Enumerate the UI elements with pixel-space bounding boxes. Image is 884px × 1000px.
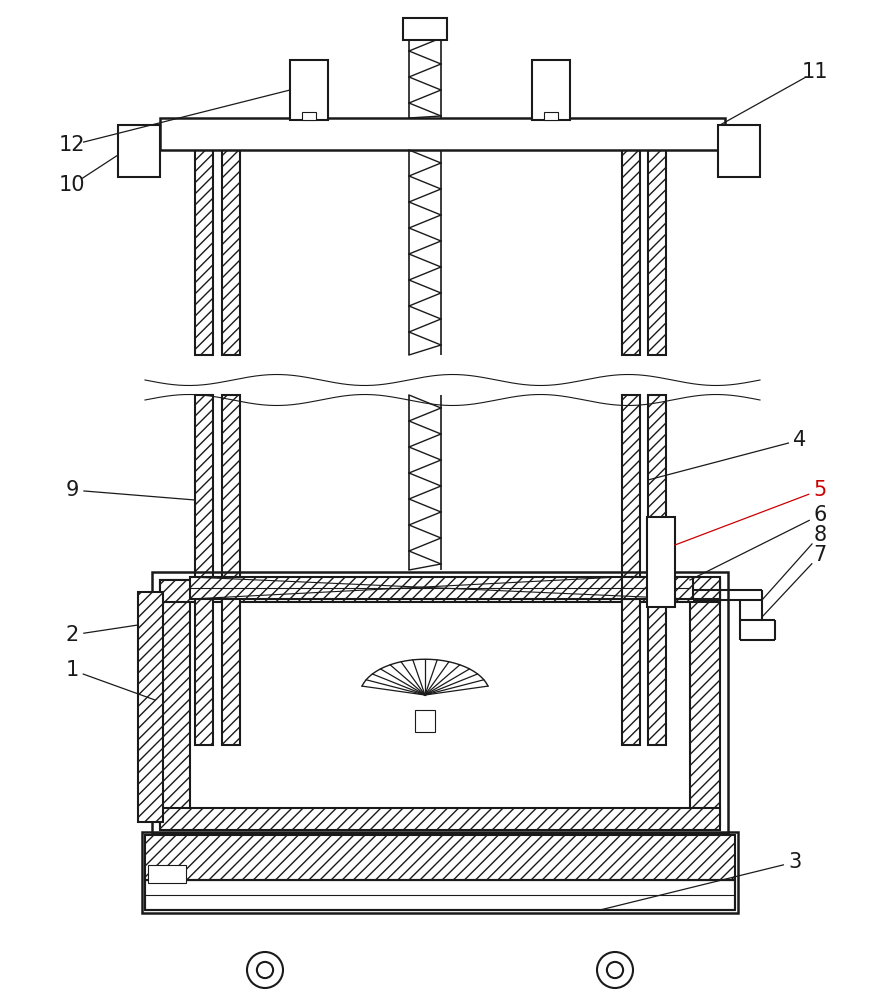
Bar bbox=[160, 580, 190, 825]
Bar bbox=[415, 710, 435, 732]
Text: 11: 11 bbox=[802, 62, 828, 82]
Text: 3: 3 bbox=[789, 852, 802, 872]
Bar bbox=[160, 808, 720, 830]
Bar bbox=[118, 125, 160, 177]
Bar bbox=[622, 395, 640, 745]
Bar bbox=[290, 60, 328, 120]
Text: 6: 6 bbox=[813, 505, 827, 525]
Bar bbox=[145, 880, 735, 910]
Bar bbox=[160, 118, 725, 150]
Bar bbox=[648, 148, 666, 355]
Text: 1: 1 bbox=[65, 660, 79, 680]
Bar bbox=[190, 577, 690, 599]
Text: 4: 4 bbox=[793, 430, 806, 450]
Text: 5: 5 bbox=[813, 480, 827, 500]
Bar bbox=[145, 835, 735, 880]
Bar bbox=[195, 395, 213, 745]
Text: 2: 2 bbox=[65, 625, 79, 645]
Bar bbox=[622, 577, 720, 599]
Bar bbox=[718, 125, 760, 177]
Text: 8: 8 bbox=[813, 525, 827, 545]
Bar bbox=[532, 60, 570, 120]
Text: 7: 7 bbox=[813, 545, 827, 565]
Bar bbox=[142, 832, 738, 913]
Bar bbox=[222, 148, 240, 355]
Bar bbox=[403, 18, 447, 40]
Text: 10: 10 bbox=[58, 175, 85, 195]
Bar bbox=[648, 395, 666, 745]
Bar bbox=[160, 580, 720, 602]
Circle shape bbox=[247, 952, 283, 988]
Circle shape bbox=[597, 952, 633, 988]
Bar bbox=[302, 112, 316, 120]
Bar bbox=[148, 865, 186, 883]
Bar bbox=[222, 395, 240, 745]
Bar bbox=[622, 148, 640, 355]
Bar bbox=[152, 572, 728, 833]
Text: 9: 9 bbox=[65, 480, 79, 500]
Bar bbox=[544, 112, 558, 120]
Text: 12: 12 bbox=[58, 135, 85, 155]
Bar bbox=[690, 580, 720, 825]
Bar bbox=[195, 148, 213, 355]
Bar bbox=[138, 592, 163, 822]
Bar bbox=[647, 517, 675, 607]
